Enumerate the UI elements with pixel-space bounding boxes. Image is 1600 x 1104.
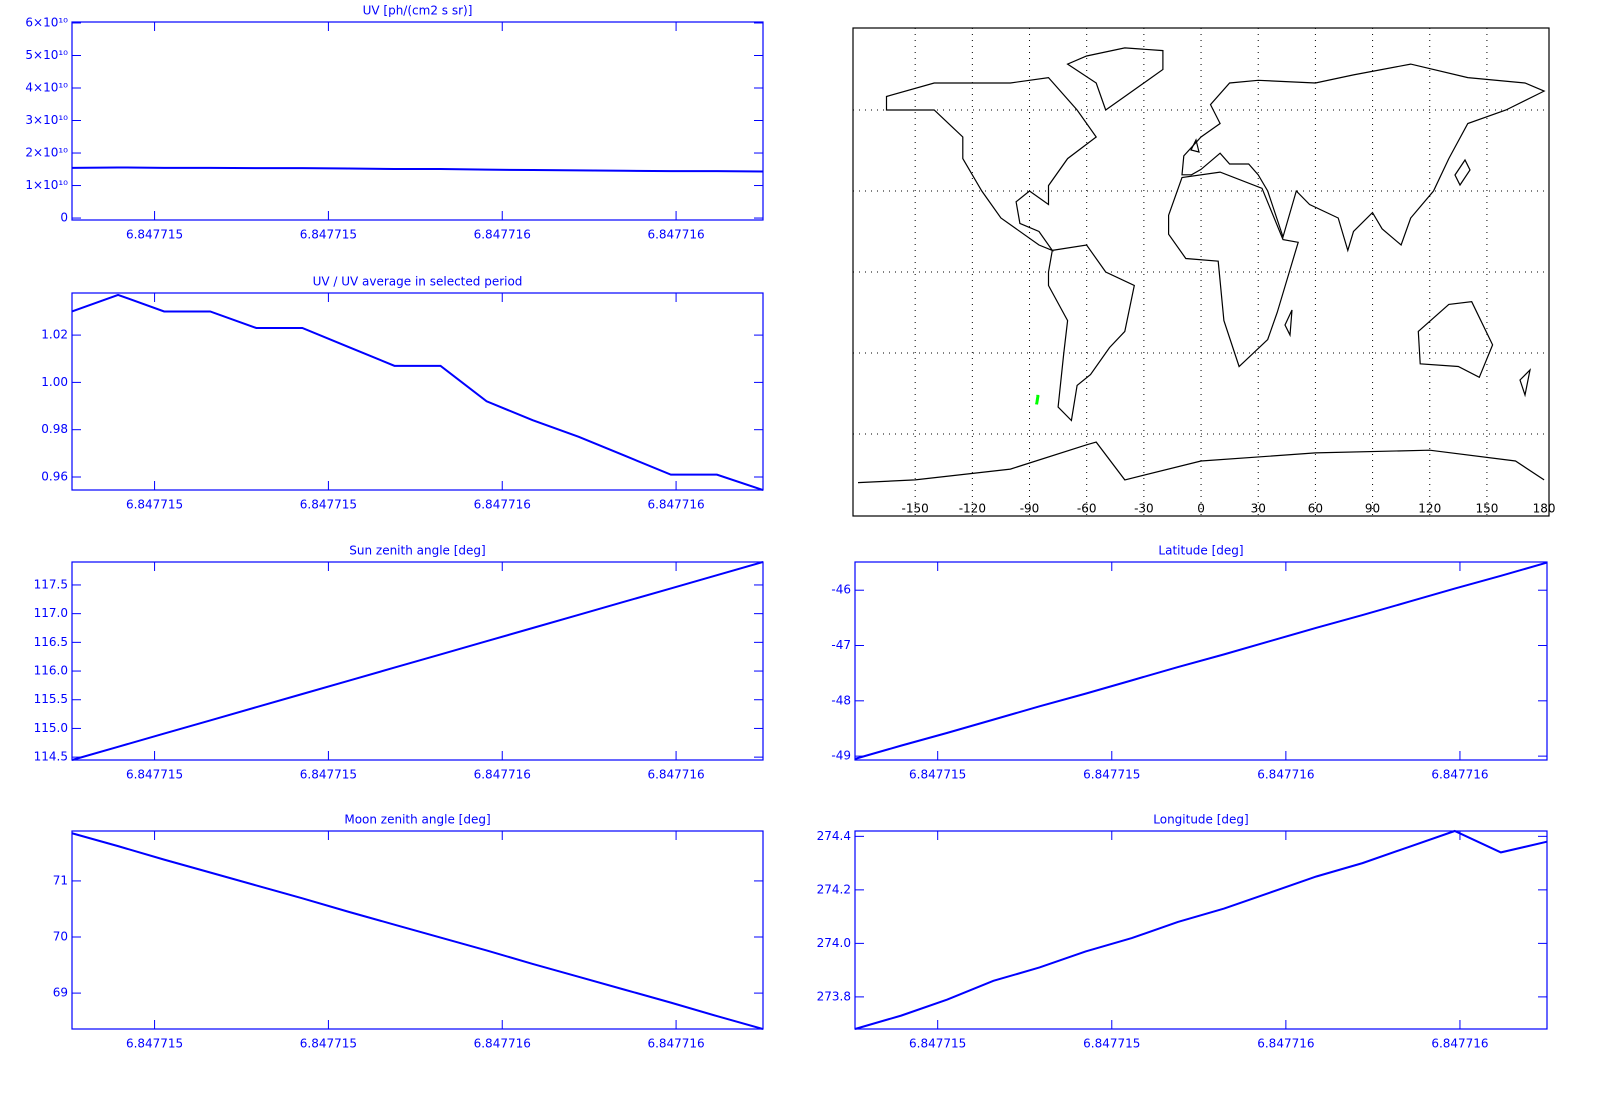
- x-tick-label: 150: [1475, 502, 1498, 516]
- satellite-track: [1035, 394, 1040, 405]
- x-tick-label: 6.847715: [126, 498, 183, 512]
- x-tick-label: -90: [1020, 502, 1040, 516]
- coastline: [1181, 63, 1546, 253]
- x-tick-label: 6.847716: [1257, 1037, 1314, 1051]
- chart-title: Longitude [deg]: [1153, 813, 1248, 827]
- coastline: [1168, 171, 1299, 368]
- chart-title: UV [ph/(cm2 s sr)]: [363, 4, 473, 18]
- y-tick-label: 2×10¹⁰: [25, 146, 68, 160]
- y-tick-label: -48: [831, 693, 851, 707]
- x-tick-label: 6.847716: [647, 768, 704, 782]
- y-tick-label: 1.02: [41, 328, 68, 342]
- y-tick-label: -49: [831, 749, 851, 763]
- y-tick-label: 116.5: [34, 635, 68, 649]
- y-tick-label: 0: [60, 211, 68, 225]
- y-tick-label: 69: [53, 986, 68, 1000]
- y-tick-label: 0.96: [41, 469, 68, 483]
- y-tick-label: 115.0: [34, 721, 68, 735]
- data-line: [71, 561, 764, 761]
- x-tick-label: 6.847716: [647, 1037, 704, 1051]
- y-tick-label: 117.0: [34, 606, 68, 620]
- x-tick-label: 6.847716: [474, 768, 531, 782]
- x-tick-label: -120: [959, 502, 986, 516]
- y-tick-label: 0.98: [41, 422, 68, 436]
- x-tick-label: 6.847716: [647, 228, 704, 242]
- x-tick-label: 6.847716: [1431, 768, 1488, 782]
- y-tick-label: 115.5: [34, 692, 68, 706]
- x-tick-label: 6.847716: [647, 498, 704, 512]
- x-tick-label: 60: [1308, 502, 1323, 516]
- chart-title: UV / UV average in selected period: [313, 275, 523, 289]
- x-tick-label: 0: [1197, 502, 1205, 516]
- chart-title: Sun zenith angle [deg]: [349, 544, 485, 558]
- x-tick-label: 6.847716: [474, 228, 531, 242]
- plot-frame: [854, 830, 1548, 1030]
- x-tick-label: 6.847715: [909, 768, 966, 782]
- x-tick-label: 90: [1365, 502, 1380, 516]
- y-tick-label: 1.00: [41, 375, 68, 389]
- x-tick-label: 30: [1251, 502, 1266, 516]
- y-tick-label: 70: [53, 930, 68, 944]
- y-tick-label: 1×10¹⁰: [25, 178, 68, 192]
- x-tick-label: 6.847715: [300, 228, 357, 242]
- plot-frame: [854, 561, 1548, 761]
- x-tick-label: 6.847715: [300, 498, 357, 512]
- y-tick-label: 273.8: [817, 989, 851, 1003]
- x-tick-label: 6.847715: [126, 768, 183, 782]
- y-tick-label: 6×10¹⁰: [25, 15, 68, 29]
- x-tick-label: -150: [902, 502, 929, 516]
- data-line: [854, 829, 1548, 1030]
- y-tick-label: 71: [53, 873, 68, 887]
- y-tick-label: 117.5: [34, 577, 68, 591]
- y-tick-label: -46: [831, 583, 851, 597]
- y-tick-label: 274.2: [817, 882, 851, 896]
- coastlines: [857, 47, 1546, 484]
- y-tick-label: 5×10¹⁰: [25, 48, 68, 62]
- x-tick-label: 6.847715: [1083, 1037, 1140, 1051]
- coastline: [1066, 47, 1164, 111]
- x-tick-label: 6.847716: [1431, 1037, 1488, 1051]
- x-tick-label: 6.847715: [126, 1037, 183, 1051]
- x-tick-label: 6.847716: [1257, 768, 1314, 782]
- data-line: [71, 166, 764, 173]
- y-tick-label: -47: [831, 638, 851, 652]
- x-tick-label: 6.847715: [909, 1037, 966, 1051]
- x-tick-label: 6.847715: [300, 1037, 357, 1051]
- y-tick-label: 274.0: [817, 936, 851, 950]
- x-tick-label: 6.847716: [474, 1037, 531, 1051]
- data-line: [71, 832, 764, 1030]
- y-tick-label: 116.0: [34, 664, 68, 678]
- chart-title: Latitude [deg]: [1158, 544, 1243, 558]
- plot-frame: [71, 292, 764, 491]
- x-tick-label: 180: [1533, 502, 1556, 516]
- y-tick-label: 3×10¹⁰: [25, 113, 68, 127]
- data-line: [71, 293, 764, 491]
- plot-frame: [71, 561, 764, 761]
- y-tick-label: 114.5: [34, 750, 68, 764]
- coastline: [1047, 244, 1135, 422]
- plot-frame: [71, 830, 764, 1030]
- y-tick-label: 274.4: [817, 829, 851, 843]
- coastline: [857, 441, 1545, 484]
- x-tick-label: 6.847715: [1083, 768, 1140, 782]
- chart-title: Moon zenith angle [deg]: [344, 813, 490, 827]
- x-tick-label: 6.847715: [126, 228, 183, 242]
- coastline: [885, 76, 1098, 252]
- x-tick-label: 6.847715: [300, 768, 357, 782]
- data-line: [854, 561, 1548, 760]
- x-tick-label: -60: [1077, 502, 1097, 516]
- y-tick-label: 4×10¹⁰: [25, 81, 68, 95]
- coastline: [1190, 138, 1531, 398]
- coastline: [1417, 301, 1494, 379]
- x-tick-label: -30: [1134, 502, 1154, 516]
- x-tick-label: 6.847716: [474, 498, 531, 512]
- plot-frame: [71, 21, 764, 221]
- x-tick-label: 120: [1418, 502, 1441, 516]
